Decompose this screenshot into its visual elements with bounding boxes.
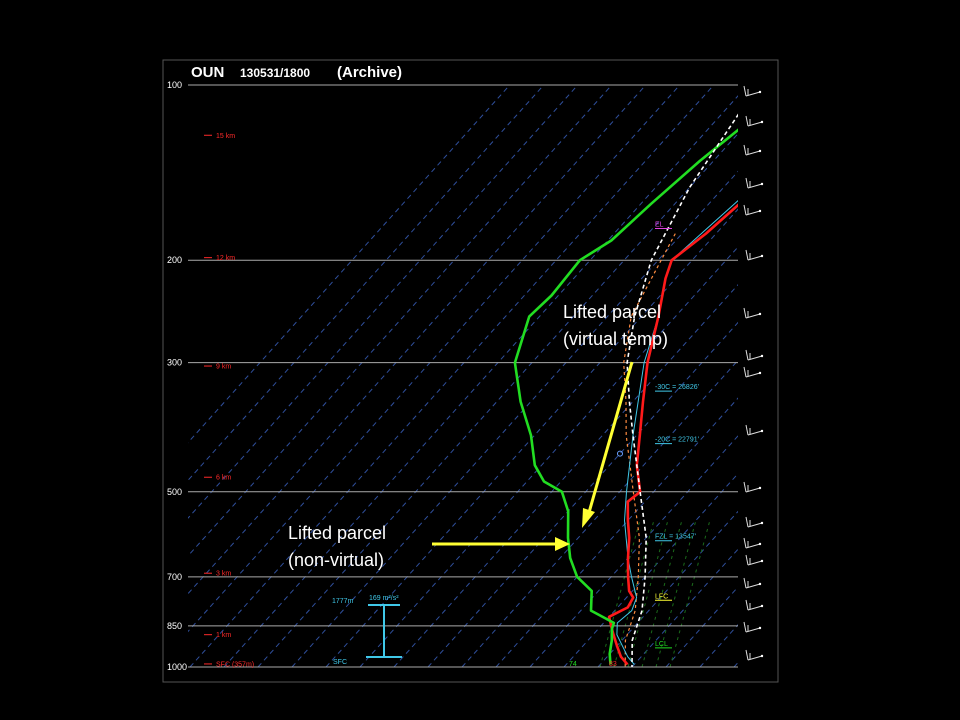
parcel-marker [616, 450, 623, 457]
surface-dewpoint-value: 74 [569, 661, 577, 668]
wind-barb [745, 249, 764, 261]
annotation-virtual-line2: (virtual temp) [563, 329, 668, 349]
isotherm-line [563, 472, 738, 667]
wind-barbs [743, 85, 764, 661]
wind-barb [745, 424, 764, 436]
wind-barb [743, 307, 762, 319]
archive-tag: (Archive) [337, 64, 402, 81]
temperature-line [607, 203, 738, 666]
wind-barb [743, 144, 762, 156]
wind-barb [743, 85, 762, 97]
chart-frame [162, 59, 779, 683]
wind-barb [745, 554, 764, 566]
level-label: LCL [655, 641, 668, 648]
level-label: FZL = 13547' [655, 534, 696, 541]
surface-temp-value: 83 [609, 661, 617, 668]
isotherm-line [529, 435, 738, 667]
pressure-label: 500 [167, 487, 182, 497]
wind-barb [743, 481, 762, 493]
wind-barb [743, 204, 762, 216]
wind-barb [745, 516, 764, 528]
isotherm-line [188, 85, 511, 444]
isotherm-line [325, 208, 738, 667]
wind-barb [743, 577, 762, 589]
wind-barb [743, 366, 762, 378]
isotherm-line [291, 170, 738, 667]
height-label: 1 km [216, 632, 231, 639]
wind-barb [743, 621, 762, 633]
isotherm-line [461, 359, 738, 667]
height-label: 6 km [216, 475, 231, 482]
wind-barb [743, 537, 762, 549]
mixing-ratio-line [627, 519, 669, 667]
sounding-datetime: 130531/1800 [240, 66, 310, 80]
hodograph-inset: 1777m 169 m²/s² SFC [332, 595, 402, 666]
mixing-ratio-line [669, 519, 711, 667]
isotherm-line [257, 132, 738, 667]
wind-barb [745, 599, 764, 611]
level-markers: EL -30C = 26826' -20C = 22791' FZL = 13547'… [655, 221, 699, 649]
height-label: 15 km [216, 133, 235, 140]
isotherm-line [188, 85, 613, 557]
wind-barb [745, 177, 764, 189]
grid-lines [188, 84, 738, 668]
arrow-nonvirtual [432, 537, 570, 551]
mixing-ratio-line [641, 519, 683, 667]
mixing-ratio-line [613, 519, 655, 667]
isotherm-line [427, 321, 738, 667]
hodograph-srh-label: 169 m²/s² [369, 595, 399, 602]
station-id: OUN [191, 64, 224, 81]
annotation-nonvirtual-line2: (non-virtual) [288, 550, 384, 570]
pressure-label: 700 [167, 572, 182, 582]
isotherm-line [188, 85, 545, 482]
pressure-label: 200 [167, 255, 182, 265]
pressure-label: 1000 [167, 662, 187, 672]
pressure-label: 100 [167, 80, 182, 90]
wind-barb [745, 649, 764, 661]
isotherm-line [597, 510, 738, 667]
dewpoint-line [513, 128, 738, 665]
isotherm-line [223, 95, 738, 667]
level-label: -20C = 22791' [655, 437, 699, 444]
isotherm-line [359, 246, 738, 667]
isotherm-line [189, 85, 715, 667]
height-label: 12 km [216, 255, 235, 262]
annotation-nonvirtual-line1: Lifted parcel [288, 523, 386, 543]
parcel-virtual-line [626, 113, 738, 667]
isotherm-line [188, 85, 647, 595]
arrow-virtual [582, 361, 634, 528]
height-markers: 15 km 12 km 9 km 6 km 3 km 1 km SFC (357m) [204, 133, 254, 668]
hodograph-top-label: 1777m [332, 598, 354, 605]
pressure-label: 300 [167, 358, 182, 368]
height-label: 9 km [216, 364, 231, 371]
annotation-virtual-line1: Lifted parcel [563, 302, 661, 322]
mixing-ratio-line [599, 519, 641, 667]
level-label: LFC [655, 593, 668, 600]
level-label: EL [655, 221, 664, 228]
pressure-labels: 100 200 300 500 700 850 1000 [167, 80, 187, 672]
wind-barb [745, 349, 764, 361]
hodograph-bottom-label: SFC [333, 659, 347, 666]
height-label: 3 km [216, 571, 231, 578]
mixing-ratio-line [655, 519, 697, 667]
wind-barb [745, 115, 764, 127]
isotherm-line [495, 397, 738, 667]
isotherm-line [188, 85, 579, 519]
profile-lines [513, 113, 738, 667]
parcel-nonvirtual-line [623, 233, 676, 667]
isotherm-line [188, 85, 681, 633]
level-label: -30C = 26826' [655, 384, 699, 391]
isotherm-line [393, 284, 738, 667]
isotherm-line [631, 548, 738, 667]
pressure-label: 850 [167, 621, 182, 631]
height-label: SFC (357m) [216, 661, 254, 668]
